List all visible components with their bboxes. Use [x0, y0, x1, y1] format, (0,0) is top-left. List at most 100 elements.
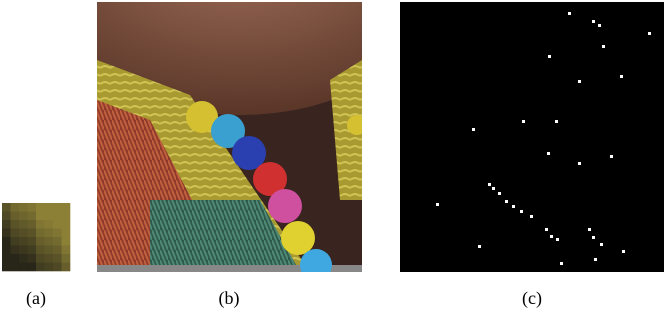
point [492, 187, 495, 190]
pixel [45, 246, 54, 255]
pixel [2, 229, 11, 238]
point [648, 32, 651, 35]
pixel [2, 212, 11, 221]
pixel [36, 254, 45, 263]
point [620, 75, 623, 78]
caption-c: (c) [522, 288, 542, 309]
pixel [19, 212, 28, 221]
point [578, 80, 581, 83]
pixel [62, 246, 71, 255]
point [592, 236, 595, 239]
pixel [45, 220, 54, 229]
pixel [11, 246, 20, 255]
pixel [28, 237, 37, 246]
pixel [19, 203, 28, 212]
pixel [28, 254, 37, 263]
pixel [45, 212, 54, 221]
pixel [28, 263, 37, 272]
point [505, 200, 508, 203]
pixel [11, 237, 20, 246]
pixel [45, 203, 54, 212]
pixel [53, 237, 62, 246]
pixel [2, 203, 11, 212]
pixel [19, 254, 28, 263]
pixel [53, 203, 62, 212]
pixel [19, 246, 28, 255]
point [594, 258, 597, 261]
point [550, 235, 553, 238]
point [555, 120, 558, 123]
point [512, 205, 515, 208]
pixel [11, 254, 20, 263]
pixel [36, 203, 45, 212]
pixel [62, 254, 71, 263]
panel-c-image [400, 2, 664, 272]
pixel [53, 212, 62, 221]
pixel [36, 237, 45, 246]
pixel [19, 229, 28, 238]
pixel [45, 254, 54, 263]
pixel [19, 263, 28, 272]
pixel [11, 263, 20, 272]
caption-b: (b) [219, 288, 240, 309]
pixel [62, 237, 71, 246]
point [548, 55, 551, 58]
point [436, 203, 439, 206]
point [556, 238, 559, 241]
point [478, 245, 481, 248]
pixel [11, 212, 20, 221]
point [578, 162, 581, 165]
pixel [11, 229, 20, 238]
caption-a: (a) [26, 288, 46, 309]
pixel [28, 212, 37, 221]
pixel [36, 246, 45, 255]
pixel [53, 229, 62, 238]
pixel [45, 229, 54, 238]
point [545, 228, 548, 231]
pixel [11, 203, 20, 212]
point [498, 192, 501, 195]
panel-b-image [70, 0, 410, 281]
pixel [36, 212, 45, 221]
point [560, 262, 563, 265]
point [530, 215, 533, 218]
point [592, 20, 595, 23]
pixel [19, 220, 28, 229]
pixel [62, 212, 71, 221]
point [520, 210, 523, 213]
point [588, 228, 591, 231]
pixel [62, 263, 71, 272]
point [568, 12, 571, 15]
pixel [45, 263, 54, 272]
panel-a-image [2, 203, 70, 271]
point [547, 152, 550, 155]
figure: (a) (b) (c) [0, 0, 664, 314]
pixel [53, 263, 62, 272]
point [622, 250, 625, 253]
point [610, 155, 613, 158]
point [488, 183, 491, 186]
pixel [2, 220, 11, 229]
pixel [36, 220, 45, 229]
point [600, 243, 603, 246]
pixel [28, 229, 37, 238]
point [472, 128, 475, 131]
pixel [28, 203, 37, 212]
pixel [2, 263, 11, 272]
pixel [28, 246, 37, 255]
pixel [2, 254, 11, 263]
pixel [19, 237, 28, 246]
pixel [2, 237, 11, 246]
pixel [62, 229, 71, 238]
pixel [2, 246, 11, 255]
point [598, 24, 601, 27]
pixel [11, 220, 20, 229]
pixel [28, 220, 37, 229]
point [602, 45, 605, 48]
point [522, 120, 525, 123]
pixel [53, 220, 62, 229]
pixel [36, 263, 45, 272]
pixel [36, 229, 45, 238]
pixel [53, 246, 62, 255]
pixel [62, 203, 71, 212]
